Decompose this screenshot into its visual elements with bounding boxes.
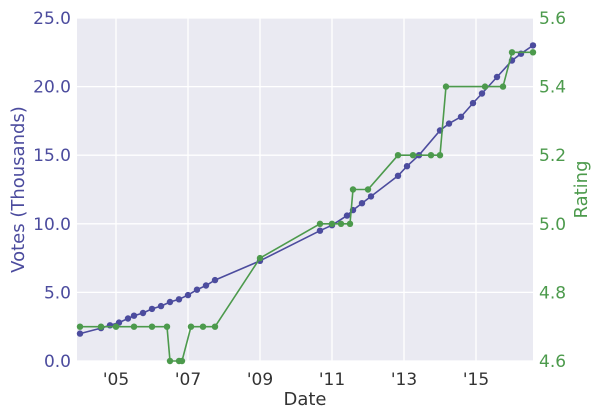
series-point-left xyxy=(139,309,147,317)
series-point-left xyxy=(469,99,477,107)
series-point-right xyxy=(346,220,354,227)
series-point-right xyxy=(148,323,156,330)
x-tick-label: '07 xyxy=(175,370,201,390)
left-tick-label: 0.0 xyxy=(44,352,71,372)
series-point-left xyxy=(202,282,210,289)
series-point-right xyxy=(199,323,207,330)
right-tick-label: 4.8 xyxy=(539,283,566,303)
series-point-right xyxy=(76,323,84,330)
grid-lines xyxy=(77,17,533,362)
series-point-left xyxy=(76,330,84,337)
series-point-right xyxy=(442,83,450,90)
right-tick-label: 5.2 xyxy=(539,146,566,166)
series-point-left xyxy=(403,163,411,170)
series-point-left xyxy=(193,286,201,293)
x-tick-label: '05 xyxy=(103,370,129,390)
series-point-left xyxy=(130,312,138,319)
right-tick-label: 5.6 xyxy=(539,9,566,29)
series-point-left xyxy=(394,172,402,179)
series-point-right xyxy=(97,323,105,330)
left-tick-label: 5.0 xyxy=(44,283,71,303)
series-point-right xyxy=(187,323,195,330)
series-point-left xyxy=(493,73,501,81)
left-tick-label: 15.0 xyxy=(33,146,71,166)
left-axis-title: Votes (Thousands) xyxy=(8,106,29,273)
left-tick-label: 25.0 xyxy=(33,9,71,29)
x-tick-label: '11 xyxy=(319,370,345,390)
plot-area xyxy=(77,18,533,361)
right-tick-label: 5.4 xyxy=(539,78,566,98)
series-point-left xyxy=(175,296,183,303)
x-tick-label: '13 xyxy=(391,370,417,390)
series-point-right xyxy=(394,152,402,159)
series-point-right xyxy=(163,323,171,330)
right-axis-title: Rating xyxy=(571,160,592,218)
series-point-left xyxy=(517,50,525,57)
series-point-left xyxy=(529,42,537,49)
series-point-right xyxy=(349,186,357,193)
series-point-right xyxy=(436,152,444,159)
series-point-right xyxy=(499,83,507,90)
left-tick-label: 10.0 xyxy=(33,215,71,235)
series-point-left xyxy=(157,302,165,310)
series-point-left xyxy=(166,298,174,306)
series-point-left xyxy=(343,212,351,219)
series-point-left xyxy=(148,305,156,313)
left-tick-label: 20.0 xyxy=(33,78,71,98)
series-point-right xyxy=(409,152,417,159)
series-point-left xyxy=(358,200,366,207)
series-point-right xyxy=(256,254,264,262)
series-line-right xyxy=(80,51,533,362)
series-point-right xyxy=(316,220,324,227)
series-group xyxy=(76,42,537,365)
right-axis-ticks: 4.6 4.8 5.0 5.2 5.4 5.6 xyxy=(539,9,566,372)
series-point-right xyxy=(529,49,537,56)
series-point-right xyxy=(112,323,120,330)
series-point-right xyxy=(178,357,186,365)
x-axis-title: Date xyxy=(283,389,326,410)
series-point-right xyxy=(337,220,345,227)
right-tick-label: 5.0 xyxy=(539,215,566,235)
x-axis-ticks: '05 '07 '09 '11 '13 '15 xyxy=(103,370,489,390)
series-point-left xyxy=(124,315,132,322)
series-point-right xyxy=(427,152,435,159)
series-point-right xyxy=(211,323,219,330)
series-point-left xyxy=(316,227,324,234)
series-point-left xyxy=(211,276,219,284)
series-point-left xyxy=(445,120,453,127)
series-point-right xyxy=(166,357,174,365)
series-point-left xyxy=(367,193,375,200)
series-point-right xyxy=(364,186,372,193)
left-axis-ticks: 0.0 5.0 10.0 15.0 20.0 25.0 xyxy=(33,9,71,372)
series-point-right xyxy=(130,323,138,330)
series-point-left xyxy=(457,113,465,121)
series-point-left xyxy=(478,90,486,97)
right-tick-label: 4.6 xyxy=(539,352,566,372)
series-line-left xyxy=(79,44,534,335)
series-point-left xyxy=(184,291,192,299)
series-point-right xyxy=(328,220,336,227)
series-point-left xyxy=(106,322,114,329)
series-point-right xyxy=(481,83,489,90)
series-point-right xyxy=(508,49,516,56)
x-tick-label: '15 xyxy=(463,370,489,390)
x-tick-label: '09 xyxy=(247,370,273,390)
